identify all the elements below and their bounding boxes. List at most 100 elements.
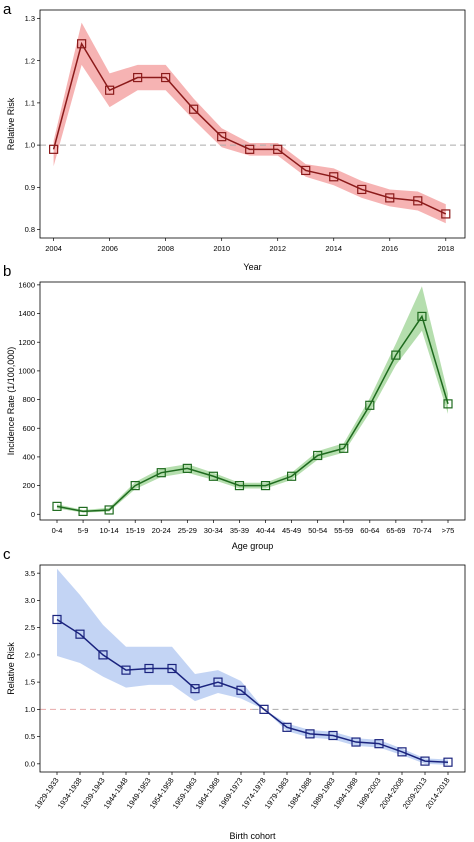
x-tick-label: 40-44 [256,526,275,535]
y-tick-label: 1.0 [25,705,35,714]
x-tick-label: 30-34 [204,526,223,535]
confidence-band [53,22,446,224]
y-tick-label: 1.2 [25,56,35,65]
data-point [374,739,384,749]
data-point [305,729,315,739]
plot-frame [39,281,466,521]
x-tick-label: 60-64 [360,526,379,535]
y-axis-label: Incidence Rate (1/100,000) [6,347,16,456]
series-line [52,41,447,215]
x-tick-label: 15-19 [126,526,145,535]
x-tick-label: 2018 [437,244,454,253]
data-point [52,501,62,511]
data-point [413,196,423,206]
x-tick-label: 10-14 [100,526,119,535]
y-tick-label: 600 [22,424,35,433]
data-point [245,144,255,154]
x-tick-label: 65-69 [386,526,405,535]
data-point [329,172,339,182]
data-point [287,471,297,481]
data-point [328,730,338,741]
y-tick-label: 1.3 [25,14,35,23]
data-point [420,756,430,766]
data-point [161,72,171,83]
data-point [260,480,271,491]
x-tick-label: 20-24 [152,526,171,535]
data-point [441,209,451,219]
data-point [213,677,223,687]
panel-letter: c [3,546,11,563]
data-point [217,132,227,142]
y-tick-label: 0.5 [25,732,35,741]
x-tick-label: 5-9 [78,526,89,535]
x-tick-label: 45-49 [282,526,301,535]
confidence-band [57,568,448,765]
data-point [443,757,453,767]
x-tick-label: 2006 [101,244,118,253]
data-point [236,685,246,695]
data-point [75,629,85,639]
x-tick-label: 2008 [157,244,174,253]
x-tick-label: 2004 [45,244,62,253]
data-point [49,144,59,154]
data-point [77,39,87,49]
y-tick-label: 2.0 [25,650,35,659]
data-point [417,311,427,322]
data-point [190,684,200,694]
x-tick-label: 25-29 [178,526,197,535]
data-point [339,443,349,453]
y-tick-label: 3.0 [25,596,35,605]
data-point [104,505,114,515]
data-point [259,704,269,714]
y-tick-label: 0 [31,510,35,519]
y-tick-label: 0.8 [25,225,35,234]
y-tick-label: 1600 [18,280,35,289]
panel-letter: a [3,1,12,18]
series-line [56,314,449,513]
data-point [301,165,311,176]
y-tick-label: 1.0 [25,141,35,150]
data-point [167,663,177,674]
x-tick-label: 50-54 [308,526,327,535]
data-point [391,350,401,360]
data-point [385,193,395,203]
data-point [208,471,218,481]
data-point [365,400,375,410]
y-tick-label: 400 [22,453,35,462]
data-point [78,506,88,516]
y-tick-label: 800 [22,395,35,404]
data-point [98,650,108,660]
x-tick-label: 70-74 [412,526,431,535]
x-tick-label: 2014 [325,244,342,253]
data-point [105,85,115,95]
y-tick-label: 3.5 [25,569,35,578]
y-tick-label: 0.0 [25,759,35,768]
data-point [397,747,407,757]
data-point [133,72,143,83]
x-tick-label: >75 [442,526,455,535]
x-tick-label: 35-39 [230,526,249,535]
data-point [273,144,283,154]
chart-panel-b: b 0 200 400 600 800 1000 1200 1400 1600 0-4 5-9 10-1… [3,263,466,551]
data-point [52,614,62,625]
y-tick-label: 1400 [18,309,35,318]
x-axis-label: Year [243,262,261,272]
y-tick-label: 1.5 [25,678,35,687]
data-point [121,665,131,675]
x-tick-label: 55-59 [334,526,353,535]
y-tick-label: 0.9 [25,183,35,192]
x-axis-label: Birth cohort [229,831,276,841]
x-tick-label: 2012 [269,244,286,253]
x-tick-label: 0-4 [52,526,63,535]
chart-panel-c: c0.00.51.01.52.02.53.03.51929-19331934-1… [3,546,466,841]
data-point [182,463,192,473]
y-tick-label: 1200 [18,338,35,347]
data-point [357,184,367,195]
y-tick-label: 1000 [18,366,35,375]
y-axis-label: Relative Risk [6,97,16,150]
data-point [144,663,154,674]
y-tick-label: 200 [22,481,35,490]
chart-panel-a: a 0.8 0.9 1.0 1.1 1.2 1.3 2004 2006 2008 2010 2012 2… [3,1,466,272]
